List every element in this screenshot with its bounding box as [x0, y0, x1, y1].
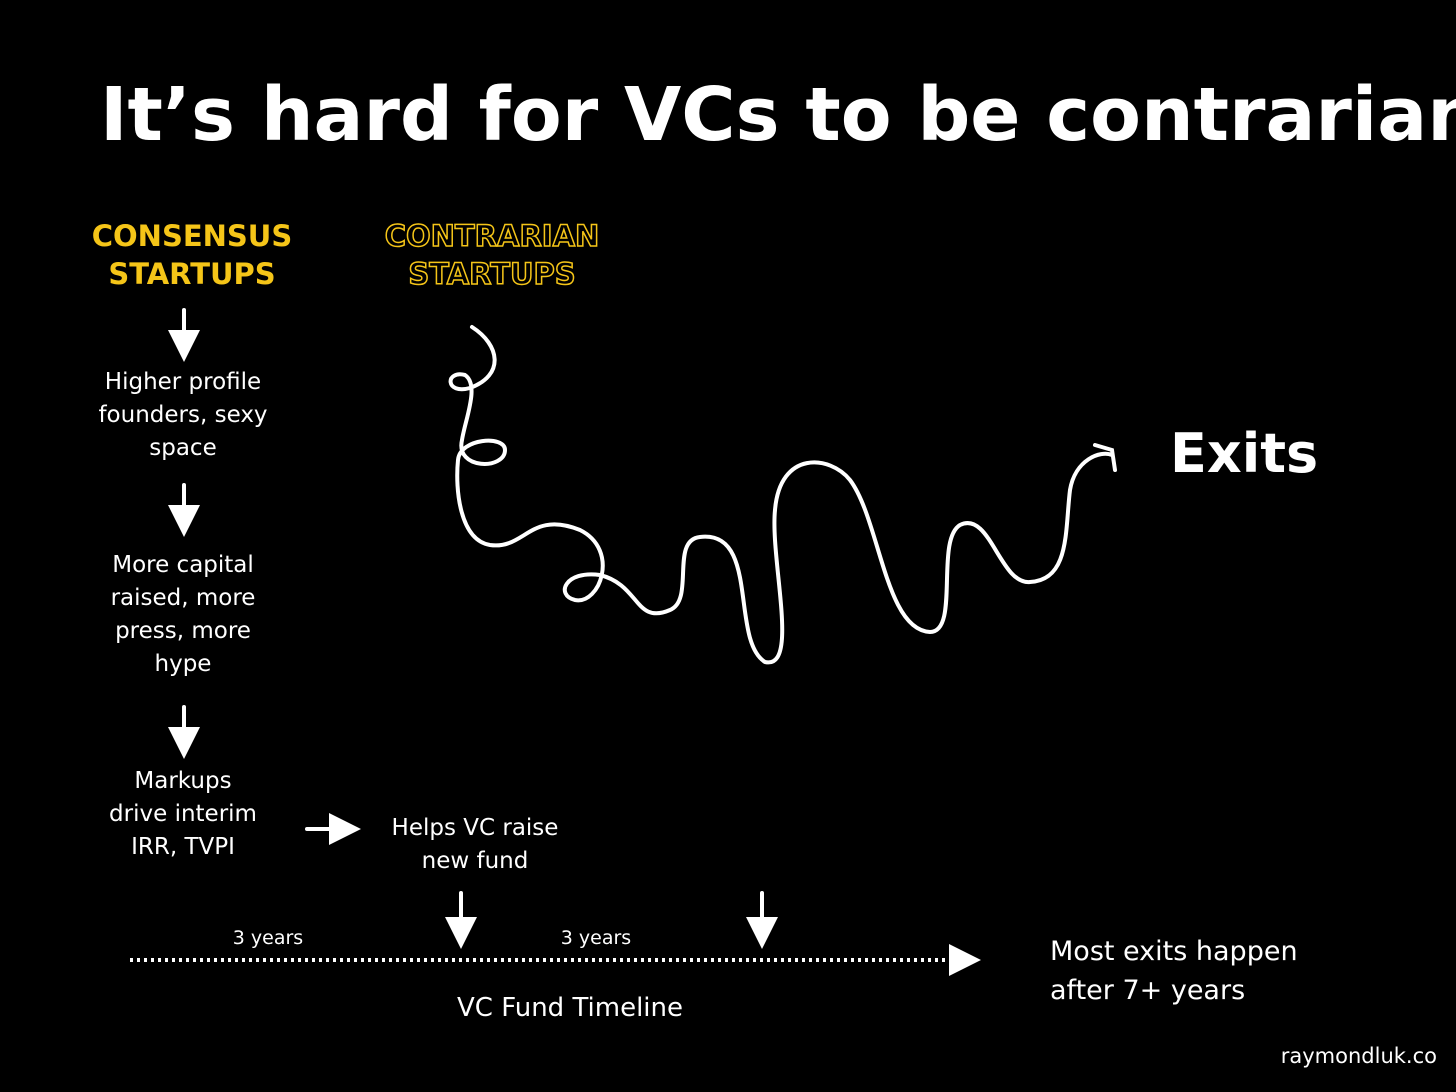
- step-text: drive interim: [109, 801, 257, 827]
- segment-label: 3 years: [233, 927, 303, 949]
- step-text: raised, more: [111, 585, 256, 611]
- title: It’s hard for VCs to be contrarian: [100, 72, 1456, 158]
- segment-label: 3 years: [561, 927, 631, 949]
- consensus-heading: CONSENSUS: [92, 219, 293, 253]
- contrarian-heading: CONTRARIAN: [385, 219, 600, 253]
- step-text: hype: [155, 651, 212, 677]
- consensus-heading: STARTUPS: [108, 257, 275, 291]
- exits-label: Exits: [1170, 422, 1318, 485]
- step-text: space: [149, 435, 216, 461]
- contrarian-heading: STARTUPS: [408, 257, 575, 291]
- step-text: founders, sexy: [98, 402, 267, 428]
- step-text: More capital: [112, 552, 254, 578]
- credit: raymondluk.co: [1281, 1044, 1437, 1068]
- note: Most exits happen: [1050, 936, 1298, 967]
- timeline-label: VC Fund Timeline: [457, 993, 683, 1023]
- raise-text: Helps VC raise: [392, 815, 559, 841]
- step-text: Higher profile: [105, 369, 261, 395]
- step-text: Markups: [134, 768, 231, 794]
- raise-text: new fund: [422, 848, 529, 874]
- step-text: IRR, TVPI: [131, 834, 235, 860]
- note: after 7+ years: [1050, 975, 1245, 1006]
- squiggle-path: [448, 325, 1117, 665]
- step-text: press, more: [115, 618, 251, 644]
